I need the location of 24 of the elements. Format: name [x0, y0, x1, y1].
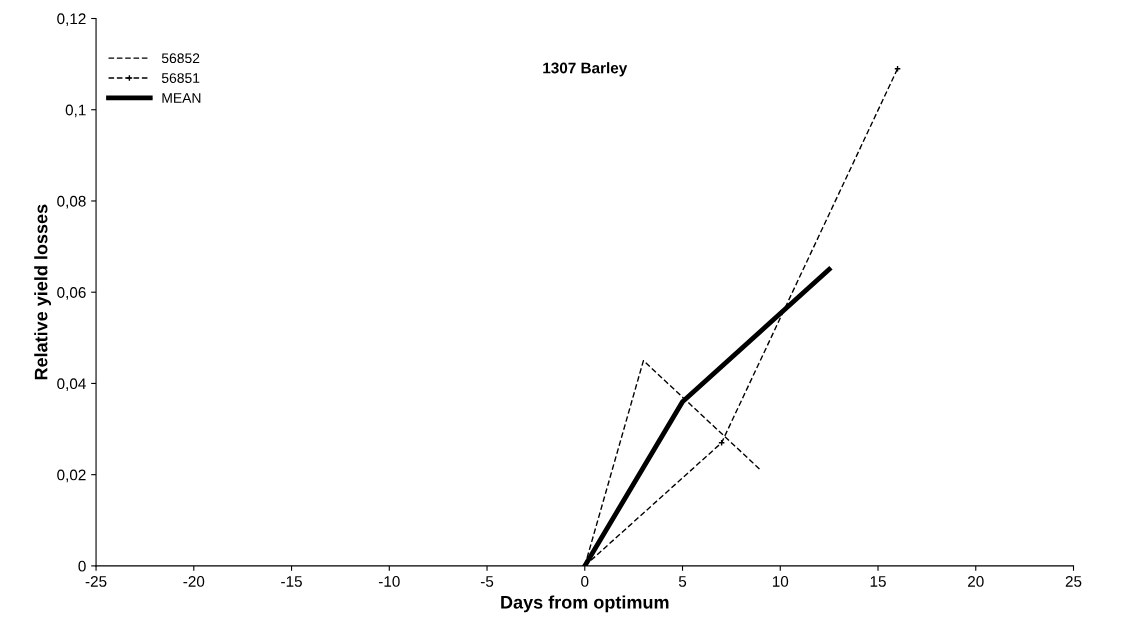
- y-tick-label: 0,08: [57, 195, 86, 209]
- x-tick-label: 25: [1065, 576, 1082, 587]
- x-tick-label: 15: [870, 576, 886, 587]
- y-tick-label: 0,04: [57, 378, 86, 391]
- legend-label: 56851: [161, 73, 200, 83]
- y-tick-label: 0,06: [57, 287, 86, 300]
- y-tick-label: 0,02: [57, 469, 86, 483]
- y-axis-title: Relative yield losses: [34, 204, 52, 380]
- x-tick-label: -5: [480, 576, 494, 587]
- y-tick-label: 0,12: [57, 13, 86, 26]
- x-tick-label: -25: [85, 576, 107, 587]
- y-tick-label: 0: [78, 560, 86, 572]
- legend-label: 56852: [161, 53, 200, 64]
- x-tick-label: -10: [378, 576, 400, 587]
- x-tick-label: 10: [772, 576, 789, 587]
- x-tick-label: -15: [281, 576, 302, 587]
- y-tick-label: 0,1: [65, 104, 86, 118]
- legend-label: MEAN: [162, 93, 201, 103]
- x-tick-label: 5: [678, 576, 687, 587]
- text: 1307 Barley: [543, 62, 628, 77]
- x-axis-title: Days from optimum: [501, 595, 669, 613]
- x-tick-label: -20: [183, 576, 205, 587]
- x-tick-label: 20: [968, 576, 984, 587]
- x-tick-label: 0: [581, 576, 589, 587]
